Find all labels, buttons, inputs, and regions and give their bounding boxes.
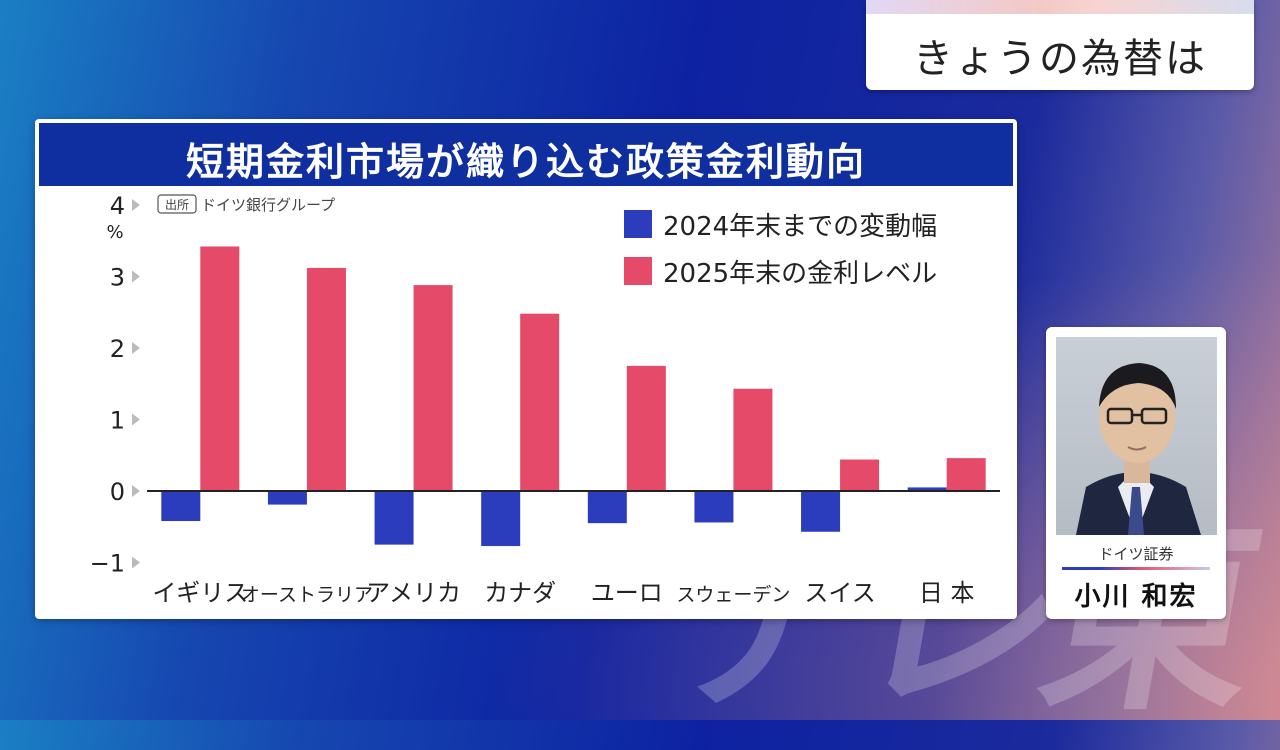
y-tick-label: 2	[110, 335, 125, 363]
y-tick-marker	[132, 414, 140, 426]
segment-title-strip	[866, 0, 1254, 14]
y-tick-label: 0	[110, 478, 125, 506]
x-tick-label: カナダ	[484, 579, 556, 607]
chart-panel: 短期金利市場が織り込む政策金利動向 4 3 2 1 0 −1% 出所 ドイツ銀行グループ イギリ…	[35, 119, 1017, 619]
y-tick-marker	[132, 557, 140, 569]
bar-level-2025	[414, 285, 453, 491]
commentator-card: ドイツ証券 小川 和宏	[1046, 327, 1226, 619]
y-axis-unit: %	[106, 222, 123, 243]
bar-level-2025	[520, 314, 559, 491]
x-tick-label: ユーロ	[591, 579, 663, 607]
x-tick-label: オーストラリア	[241, 584, 373, 606]
x-tick-label: アメリカ	[366, 579, 461, 607]
y-tick-marker	[132, 199, 140, 211]
bar-level-2025	[627, 366, 666, 491]
legend-swatch	[624, 257, 652, 285]
legend-swatch	[624, 210, 652, 238]
y-tick-label: −1	[90, 550, 125, 578]
y-tick-marker	[132, 342, 140, 354]
y-tick-label: 1	[110, 407, 125, 435]
bar-change-2024	[588, 491, 627, 523]
source-label: ドイツ銀行グループ	[201, 196, 335, 214]
commentator-company: ドイツ証券	[1046, 543, 1226, 564]
bar-level-2025	[840, 460, 879, 491]
bar-change-2024	[801, 491, 840, 532]
x-tick-label: 日 本	[919, 579, 975, 607]
legend-label: 2025年末の金利レベル	[663, 259, 937, 289]
x-tick-label: スイス	[804, 579, 875, 607]
bar-level-2025	[733, 389, 772, 491]
commentator-name: 小川 和宏	[1046, 576, 1226, 613]
portrait-illustration	[1056, 337, 1217, 535]
bar-level-2025	[307, 268, 346, 491]
bar-change-2024	[375, 491, 414, 545]
y-tick-marker	[132, 271, 140, 283]
bar-change-2024	[694, 491, 733, 522]
bar-level-2025	[200, 246, 239, 491]
source-tag: 出所	[165, 198, 189, 212]
bar-level-2025	[947, 458, 986, 491]
y-tick-marker	[132, 485, 140, 497]
segment-title: きょうの為替は	[866, 26, 1254, 84]
name-underline	[1062, 567, 1210, 570]
segment-title-box: きょうの為替は	[866, 0, 1254, 90]
commentator-photo	[1056, 337, 1217, 535]
y-tick-label: 4	[110, 192, 125, 220]
legend-label: 2024年末までの変動幅	[663, 212, 937, 242]
bar-change-2024	[161, 491, 200, 521]
x-tick-label: スウェーデン	[676, 584, 790, 606]
y-tick-label: 3	[110, 264, 125, 292]
x-tick-label: イギリス	[152, 579, 248, 607]
bar-change-2024	[481, 491, 520, 546]
bar-change-2024	[268, 491, 307, 505]
